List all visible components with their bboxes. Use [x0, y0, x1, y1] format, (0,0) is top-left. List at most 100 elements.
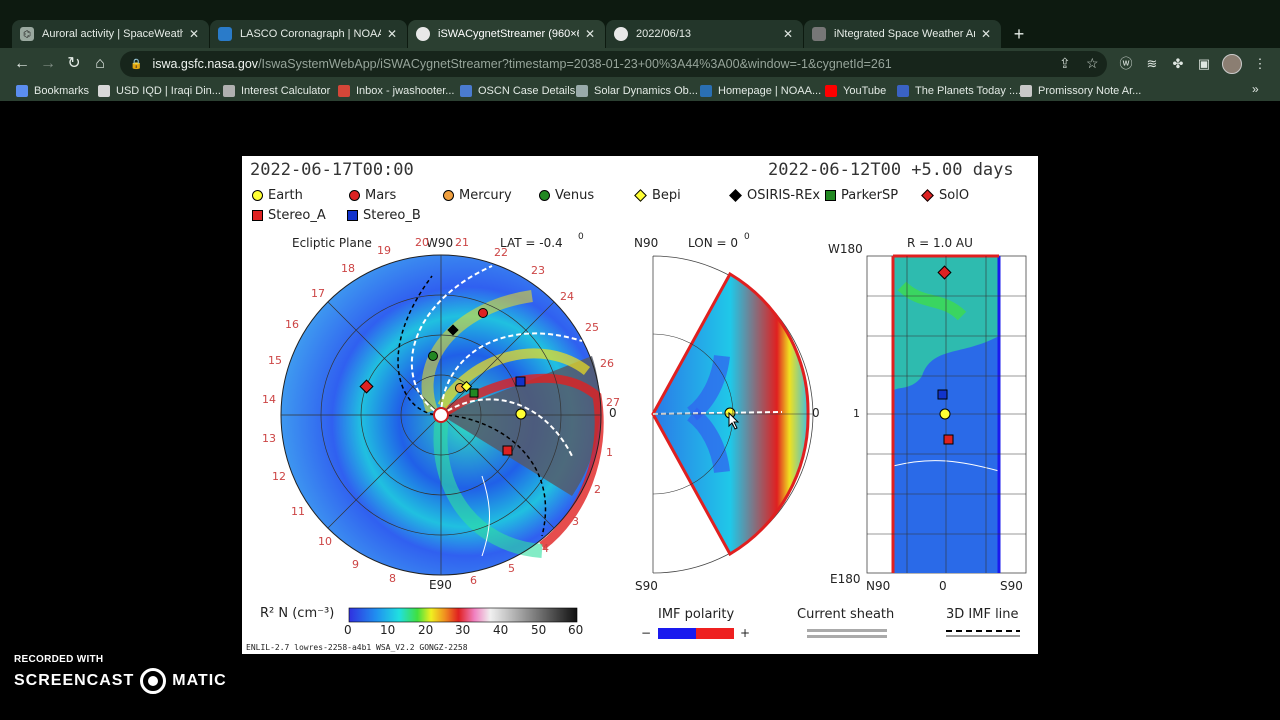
tab-date[interactable]: 2022/06/13 ✕ — [606, 20, 803, 48]
legend-mercury: Mercury — [443, 188, 512, 203]
watermark-right: MATIC — [172, 672, 227, 689]
bookmark-item[interactable]: Interest Calculator — [223, 83, 330, 99]
back-arrow-icon[interactable]: ← — [14, 55, 30, 72]
tick-label: 26 — [600, 357, 614, 370]
close-tab-icon[interactable]: ✕ — [782, 27, 794, 41]
meridional-zero-label: 0 — [812, 406, 820, 420]
legend-solo: SolO — [921, 188, 969, 203]
side-panel-icon[interactable]: ▣ — [1197, 56, 1211, 71]
bookmark-item[interactable]: Promissory Note Ar... — [1020, 83, 1141, 99]
imf-positive-bar — [696, 628, 734, 639]
toolbar: ← → ↻ ⌂ 🔒 iswa.gsfc.nasa.gov/IswaSystemW… — [0, 48, 1280, 80]
tick-label: 14 — [262, 393, 276, 406]
menu-kebab-icon[interactable]: ⋮ — [1253, 56, 1267, 71]
avatar[interactable] — [1222, 54, 1242, 74]
colorbar-tick: 20 — [418, 623, 434, 637]
watermark-left: SCREENCAST — [14, 672, 135, 689]
sdo-icon — [576, 85, 588, 97]
mercury-dot-icon — [443, 190, 454, 201]
tab-strip: ⌬ Auroral activity | SpaceWeatherL ✕ LAS… — [0, 0, 1280, 48]
bookmark-item[interactable]: USD IQD | Iraqi Din... — [98, 83, 221, 99]
legend-osiris-rex: OSIRIS-REx — [729, 188, 820, 203]
colorbar-tick: 0 — [344, 623, 352, 637]
tick-label: 13 — [262, 432, 276, 445]
bookmarks-bar: Bookmarks USD IQD | Iraqi Din... Interes… — [0, 80, 1280, 101]
n90-bottom-label: N90 — [866, 579, 891, 593]
colorbar-tick: 60 — [568, 623, 584, 637]
star-icon — [16, 85, 28, 97]
bepi-diamond-icon — [634, 189, 647, 202]
legend-label: Mercury — [459, 188, 512, 203]
legend-earth: Earth — [252, 188, 303, 203]
imf-plus-label: + — [740, 626, 751, 640]
bookmark-item[interactable]: YouTube — [825, 83, 886, 99]
close-tab-icon[interactable]: ✕ — [584, 27, 596, 41]
tick-label: 9 — [352, 558, 359, 571]
colorbar-label: R² N (cm⁻³) — [260, 606, 335, 621]
bookmark-item[interactable]: The Planets Today :... — [897, 83, 1021, 99]
bookmark-label: YouTube — [843, 85, 887, 97]
tick-label: 25 — [585, 321, 599, 334]
bookmark-item[interactable]: Bookmarks — [16, 83, 89, 99]
tick-label: 27 — [606, 396, 620, 409]
tick-label: 20 — [415, 236, 429, 249]
bookmark-label: USD IQD | Iraqi Din... — [116, 85, 221, 97]
home-icon[interactable]: ⌂ — [95, 55, 105, 72]
parker-square-icon — [825, 190, 836, 201]
url-path: /IswaSystemWebApp/iSWACygnetStreamer?tim… — [258, 57, 892, 71]
tab-iswa-streamer[interactable]: iSWACygnetStreamer (960×600) ✕ — [408, 20, 605, 48]
lat-label: LAT = -0.4 — [500, 236, 563, 250]
more-bookmarks-icon[interactable]: » — [1252, 82, 1259, 96]
bookmark-item[interactable]: Homepage | NOAA... — [700, 83, 821, 99]
lon-degree: 0 — [744, 232, 750, 242]
close-tab-icon[interactable]: ✕ — [980, 27, 992, 41]
reload-icon[interactable]: ↻ — [67, 55, 81, 72]
bepi-marker — [460, 380, 473, 393]
bookmark-item[interactable]: Inbox - jwashooter... — [338, 83, 454, 99]
ecliptic-title: Ecliptic Plane — [292, 236, 372, 250]
earth-dot-icon — [252, 190, 263, 201]
url-host: iswa.gsfc.nasa.gov — [152, 57, 259, 71]
tab-iswa[interactable]: iNtegrated Space Weather Analy ✕ — [804, 20, 1001, 48]
bookmark-item[interactable]: Solar Dynamics Ob... — [576, 83, 698, 99]
n90-label: N90 — [634, 236, 659, 250]
e90-label: E90 — [429, 578, 452, 592]
imf-polarity-label: IMF polarity — [658, 607, 735, 622]
lat-degree: 0 — [578, 232, 584, 242]
address-bar[interactable]: 🔒 iswa.gsfc.nasa.gov/IswaSystemWebApp/iS… — [120, 51, 1107, 77]
legend-label: Mars — [365, 188, 397, 203]
youtube-icon — [825, 85, 837, 97]
forward-arrow-icon[interactable]: → — [40, 55, 56, 72]
extensions-puzzle-icon[interactable]: ✤ — [1172, 56, 1184, 71]
new-tab-plus-icon[interactable]: + — [1013, 24, 1025, 44]
close-tab-icon[interactable]: ✕ — [386, 27, 398, 41]
tick-label: 22 — [494, 246, 508, 259]
tick-label: 3 — [572, 515, 579, 528]
tick-label: 1 — [606, 446, 613, 459]
legend-label: ParkerSP — [841, 188, 899, 203]
tick-label: 2 — [594, 483, 601, 496]
bookmark-star-icon[interactable]: ☆ — [1086, 55, 1099, 71]
tab-auroral[interactable]: ⌬ Auroral activity | SpaceWeatherL ✕ — [12, 20, 209, 48]
s90-label: S90 — [635, 579, 658, 593]
extension-w-icon[interactable]: ⓦ — [1119, 56, 1133, 71]
extension-wave-icon[interactable]: ≋ — [1146, 56, 1158, 71]
legend-label: Earth — [268, 188, 303, 203]
gmail-icon — [338, 85, 350, 97]
record-circle-icon — [140, 668, 167, 694]
tick-label: 8 — [389, 572, 396, 585]
bookmark-item[interactable]: OSCN Case Details — [460, 83, 575, 99]
tab-lasco[interactable]: LASCO Coronagraph | NOAA / N ✕ — [210, 20, 407, 48]
legend-label: Stereo_A — [268, 208, 326, 223]
close-tab-icon[interactable]: ✕ — [188, 27, 200, 41]
earth-marker-radial — [939, 408, 951, 420]
tab-title: Auroral activity | SpaceWeatherL — [42, 28, 183, 40]
stereo-b-marker-radial — [937, 389, 948, 400]
radius-title: R = 1.0 AU — [907, 236, 973, 250]
legend-bepi: Bepi — [634, 188, 681, 203]
share-icon[interactable]: ⇪ — [1059, 55, 1071, 71]
tick-label: 11 — [291, 505, 305, 518]
oscn-icon — [460, 85, 472, 97]
legend-parkersp: ParkerSP — [825, 188, 898, 203]
